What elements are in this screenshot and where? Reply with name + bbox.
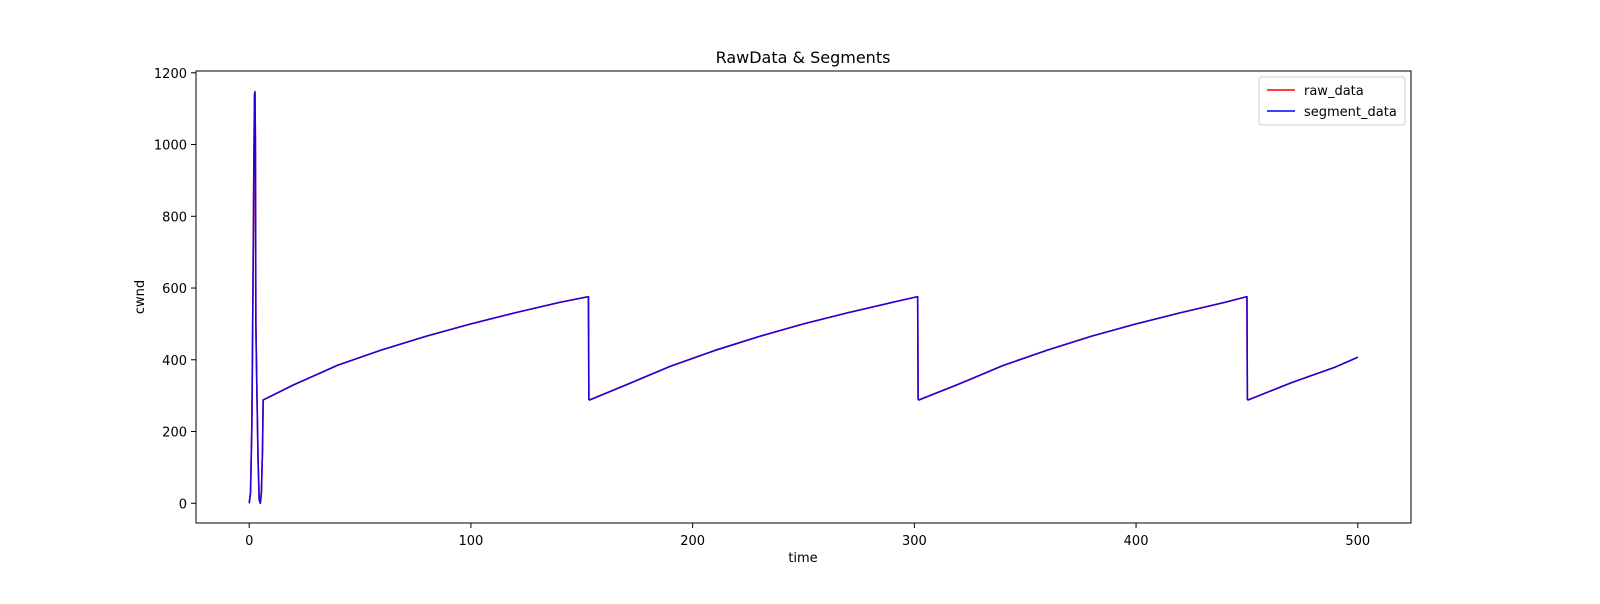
plot-area bbox=[195, 70, 1412, 524]
y-tick-label: 800 bbox=[162, 210, 187, 225]
y-tick-label: 400 bbox=[162, 354, 187, 369]
x-tick-label: 100 bbox=[459, 534, 484, 549]
y-tick-label: 200 bbox=[162, 426, 187, 441]
chart-title: RawData & Segments bbox=[716, 48, 891, 67]
series-line-segment-data bbox=[248, 91, 1359, 505]
x-tick-label: 400 bbox=[1124, 534, 1149, 549]
y-tick-label: 1000 bbox=[154, 139, 187, 154]
y-axis-label: cwnd bbox=[133, 280, 148, 314]
x-tick-label: 500 bbox=[1345, 534, 1370, 549]
y-axis: 0 200 400 600 800 1000 1200 bbox=[154, 67, 196, 512]
y-tick-label: 0 bbox=[179, 497, 187, 512]
x-axis: 0 100 200 300 400 500 bbox=[245, 523, 1370, 549]
x-tick-label: 0 bbox=[245, 534, 253, 549]
legend-label-raw-data: raw_data bbox=[1304, 84, 1364, 99]
x-tick-label: 200 bbox=[680, 534, 705, 549]
legend-box bbox=[1258, 76, 1406, 126]
legend: raw_data segment_data bbox=[1258, 76, 1406, 126]
y-tick-label: 1200 bbox=[154, 67, 187, 82]
series-layer bbox=[248, 90, 1359, 505]
y-tick-label: 600 bbox=[162, 282, 187, 297]
legend-label-segment-data: segment_data bbox=[1304, 105, 1397, 120]
x-tick-label: 300 bbox=[902, 534, 927, 549]
x-axis-label: time bbox=[788, 551, 817, 566]
